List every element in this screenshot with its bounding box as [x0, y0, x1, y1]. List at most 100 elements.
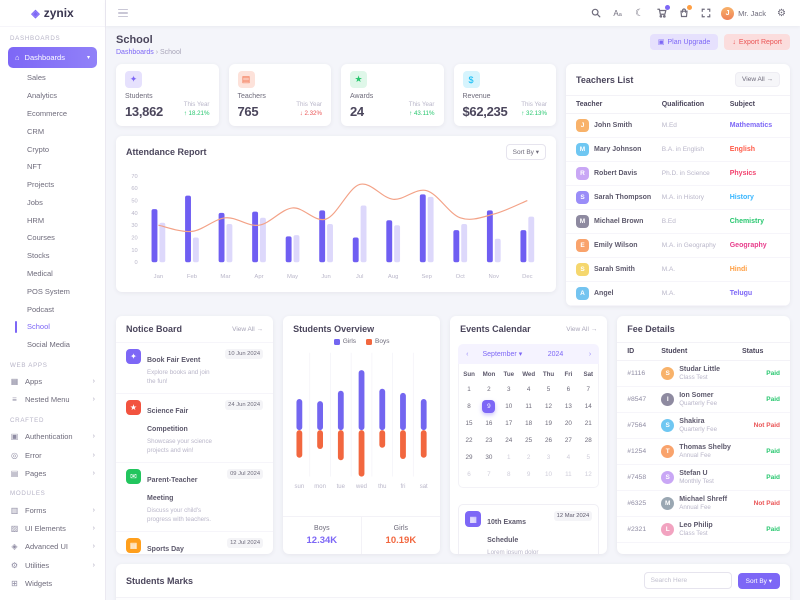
calendar-day[interactable]: 24: [505, 437, 513, 444]
marks-search-input[interactable]: [643, 572, 732, 589]
settings-gear-icon[interactable]: ⚙: [777, 7, 786, 19]
sidebar-item-hrm[interactable]: HRM: [27, 215, 45, 225]
calendar-day[interactable]: 11: [565, 471, 572, 478]
teacher-row[interactable]: M Mary Johnson B.A. in English English: [566, 138, 790, 162]
calendar-day[interactable]: 1: [507, 454, 511, 461]
calendar-day[interactable]: 30: [485, 454, 493, 461]
calendar-day[interactable]: 4: [566, 454, 571, 461]
fullscreen-icon[interactable]: [699, 7, 712, 20]
calendar-day[interactable]: 12: [545, 403, 553, 410]
sidebar-item-courses[interactable]: Courses: [27, 233, 55, 243]
calendar-day[interactable]: 8: [507, 471, 511, 478]
plan-upgrade-button[interactable]: ▣ Plan Upgrade: [649, 34, 719, 50]
calendar-day[interactable]: 25: [525, 437, 533, 444]
sidebar-item-podcast[interactable]: Podcast: [27, 304, 55, 314]
attendance-sort-button[interactable]: Sort By ▾: [505, 143, 546, 160]
calendar-day[interactable]: 23: [485, 437, 493, 444]
teacher-row[interactable]: S Sarah Thompson M.A. in History History: [566, 186, 790, 210]
fee-row[interactable]: #1116 S Studar Little Class Test Paid: [617, 361, 790, 387]
notice-item[interactable]: ▦ Sports Day CelebrationCheer for your t…: [116, 530, 274, 554]
calendar-day[interactable]: 5: [546, 386, 551, 393]
menu-toggle-icon[interactable]: [118, 8, 128, 18]
calendar-day[interactable]: 2: [487, 386, 491, 393]
calendar-day[interactable]: 10: [545, 471, 553, 478]
calendar-day[interactable]: 7: [586, 386, 591, 393]
calendar-day[interactable]: 14: [584, 403, 592, 410]
calendar-day[interactable]: 12: [584, 471, 592, 478]
calendar-day[interactable]: 3: [546, 454, 551, 461]
sidebar-item-widgets[interactable]: ⊞ Widgets: [11, 578, 53, 588]
calendar-day[interactable]: 16: [485, 420, 493, 427]
sidebar-item-ecommerce[interactable]: Ecommerce: [27, 108, 68, 118]
calendar-day[interactable]: 10: [505, 403, 513, 410]
teacher-row[interactable]: E Emily Wilson M.A. in Geography Geograph…: [566, 234, 790, 258]
calendar-day[interactable]: 3: [507, 386, 511, 393]
calendar-day[interactable]: 5: [586, 454, 591, 461]
sidebar-item-analytics[interactable]: Analytics: [27, 91, 58, 101]
sidebar-item-school[interactable]: School: [0, 318, 105, 336]
sidebar-item-pages[interactable]: ▤ Pages ›: [10, 468, 95, 478]
calendar-day[interactable]: 28: [584, 437, 592, 444]
teacher-row[interactable]: S Sarah Smith M.A. Hindi: [566, 258, 790, 282]
sidebar-item-advanced-ui[interactable]: ◈ Advanced UI ›: [11, 542, 95, 552]
teachers-view-all[interactable]: View All →: [735, 72, 780, 87]
notice-view-all[interactable]: View All →: [232, 325, 264, 333]
calendar-day[interactable]: 8: [467, 403, 471, 410]
calendar-day-selected[interactable]: 9: [479, 398, 499, 415]
fee-row[interactable]: #2321 L Leo Philip Class Test Paid: [617, 517, 790, 543]
notice-item[interactable]: ✉ Parent-Teacher Meeting Discuss your chi…: [116, 461, 274, 531]
sidebar-item-apps[interactable]: ▦ Apps ›: [10, 377, 95, 387]
sidebar-item-forms[interactable]: ▥ Forms ›: [10, 506, 95, 516]
search-icon[interactable]: [589, 7, 602, 20]
calendar-day[interactable]: 1: [467, 386, 471, 393]
calendar-day[interactable]: 22: [465, 437, 473, 444]
calendar-day[interactable]: 7: [487, 471, 491, 478]
export-report-button[interactable]: ↓ Export Report: [724, 34, 790, 50]
sidebar-item-crypto[interactable]: Crypto: [27, 144, 50, 154]
cart-icon[interactable]: [655, 4, 671, 20]
fee-row[interactable]: #7458 S Stefan U Monthly Test Paid: [617, 465, 790, 491]
notice-item[interactable]: ✦ Book Fair Event Explore books and join …: [116, 342, 274, 393]
calendar-day[interactable]: 20: [564, 420, 572, 427]
notice-item[interactable]: ★ Science Fair Competition Showcase your …: [116, 392, 274, 462]
sidebar-item-social-media[interactable]: Social Media: [27, 340, 70, 350]
calendar-day[interactable]: 13: [564, 403, 572, 410]
sidebar-item-projects[interactable]: Projects: [27, 180, 55, 190]
teacher-row[interactable]: A Angel M.A. Telugu: [566, 282, 790, 306]
calendar-day[interactable]: 15: [465, 420, 473, 427]
calendar-day[interactable]: 4: [526, 386, 531, 393]
calendar-day[interactable]: 29: [465, 454, 473, 461]
sidebar-item-crm[interactable]: CRM: [27, 126, 45, 136]
sidebar-item-stocks[interactable]: Stocks: [27, 251, 50, 261]
calendar-day[interactable]: 19: [545, 420, 553, 427]
calendar-day[interactable]: 17: [505, 420, 513, 427]
sidebar-item-utilities[interactable]: ⚙ Utilities ›: [10, 560, 95, 570]
calendar-day[interactable]: 11: [525, 403, 532, 410]
calendar-day[interactable]: 9: [526, 471, 531, 478]
sidebar-item-dashboards[interactable]: ⌂ Dashboards ▾: [8, 47, 97, 68]
calendar-day[interactable]: 2: [526, 454, 531, 461]
calendar-prev-icon[interactable]: ‹: [466, 350, 469, 358]
marks-sort-button[interactable]: Sort By ▾: [737, 572, 780, 589]
sidebar-item-pos-system[interactable]: POS System: [27, 286, 70, 296]
teacher-row[interactable]: R Robert Davis Ph.D. in Science Physics: [566, 162, 790, 186]
fee-row[interactable]: #8547 I Ion Somer Quarterly Fee Paid: [617, 387, 790, 413]
fee-row[interactable]: #6325 M Michael Shreff Annual Fee Not Paid: [617, 491, 790, 517]
teacher-row[interactable]: M Michael Brown B.Ed Chemistry: [566, 210, 790, 234]
calendar-next-icon[interactable]: ›: [588, 350, 592, 358]
sidebar-item-sales[interactable]: Sales: [27, 73, 46, 83]
fee-row[interactable]: #7564 S Shakira Quarterly Fee Not Paid: [617, 413, 790, 439]
calendar-month-select[interactable]: September ▾: [482, 351, 523, 358]
calendar-view-all[interactable]: View All →: [566, 325, 598, 333]
calendar-day[interactable]: 21: [584, 420, 592, 427]
sidebar-item-nft[interactable]: NFT: [27, 162, 42, 172]
breadcrumb-parent[interactable]: Dashboards: [116, 49, 154, 56]
calendar-day[interactable]: 6: [566, 386, 571, 393]
calendar-event[interactable]: ▦ 10th Exams Schedule Lorem ipsum dolor …: [458, 504, 600, 554]
logo[interactable]: ◈ zynix: [0, 0, 105, 27]
calendar-day[interactable]: 18: [525, 420, 533, 427]
teacher-row[interactable]: J John Smith M.Ed Mathematics: [566, 114, 790, 138]
dark-mode-moon-icon[interactable]: ☾: [635, 7, 645, 19]
sidebar-item-authentication[interactable]: ▣ Authentication ›: [10, 432, 95, 442]
